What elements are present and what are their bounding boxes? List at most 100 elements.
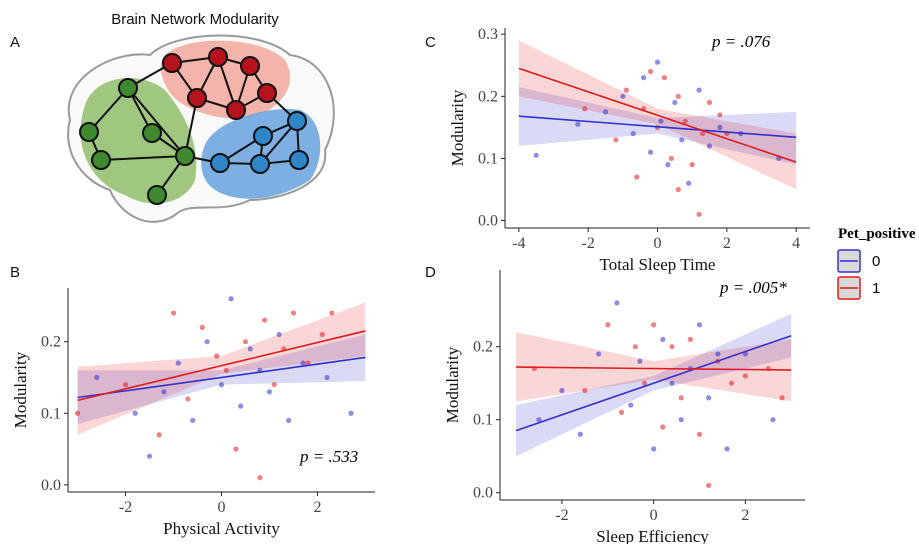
x-axis-label: Physical Activity [163, 519, 280, 538]
y-tick-label: 0.1 [473, 412, 493, 429]
point [170, 310, 177, 316]
point [577, 431, 583, 437]
point [686, 180, 692, 186]
point [305, 360, 311, 366]
point [706, 143, 713, 149]
panel-label: B [10, 264, 20, 281]
y-axis-label: Modularity [443, 346, 462, 423]
point [717, 112, 723, 118]
point [647, 68, 654, 75]
x-tick-label: -4 [512, 235, 525, 252]
diagram-title: Brain Network Modularity [111, 11, 279, 28]
point [660, 424, 666, 430]
legend-label: 0 [872, 253, 880, 270]
point [146, 453, 153, 459]
point [223, 367, 229, 373]
x-tick-label: 0 [654, 235, 662, 252]
x-tick-label: 2 [741, 507, 749, 524]
annotation: p = .076 [711, 32, 771, 51]
point [247, 346, 253, 352]
y-tick-label: 0.1 [41, 405, 61, 422]
panel-label: D [425, 264, 436, 281]
fit-line [77, 356, 366, 399]
x-tick-label: -2 [555, 507, 568, 524]
point [634, 174, 640, 180]
point [74, 410, 81, 416]
nodes [79, 47, 309, 205]
point [706, 395, 712, 401]
point [286, 417, 292, 424]
x-tick-label: -2 [582, 235, 595, 252]
y-tick-label: 0.0 [41, 477, 61, 494]
point [214, 353, 220, 359]
point [724, 446, 730, 452]
point [218, 382, 225, 388]
y-tick-label: 0.2 [478, 88, 498, 105]
panel-label: A [10, 34, 20, 51]
point [204, 339, 210, 345]
point [582, 106, 588, 112]
x-tick-label: 2 [723, 235, 731, 252]
point [620, 93, 626, 99]
fit-line [518, 115, 797, 139]
point [632, 344, 638, 350]
x-axis-label: Sleep Efficiency [596, 527, 709, 544]
point [729, 380, 735, 386]
point [689, 162, 695, 168]
point [276, 331, 282, 338]
point [675, 186, 681, 193]
point [668, 155, 674, 162]
point [582, 387, 588, 394]
fit-line [77, 330, 366, 402]
point [156, 432, 162, 438]
point [628, 402, 634, 408]
y-axis-label: Modularity [448, 89, 467, 166]
point [238, 403, 244, 409]
point [257, 475, 263, 481]
y-tick-label: 0.1 [478, 150, 498, 167]
point [185, 396, 191, 402]
point [779, 395, 785, 401]
legend-title: Pet_positive [838, 226, 916, 242]
point [319, 331, 325, 338]
point [618, 409, 625, 415]
point [658, 118, 664, 124]
annotation: p = .533 [299, 447, 358, 466]
point [682, 118, 688, 124]
point [324, 374, 330, 381]
point [715, 351, 721, 357]
confidence-band [516, 313, 792, 457]
point [637, 358, 643, 364]
point [559, 387, 565, 394]
point [614, 300, 620, 306]
point [228, 296, 234, 302]
confidence-band [77, 334, 366, 424]
point [300, 360, 306, 366]
point [654, 59, 661, 65]
point [687, 336, 693, 342]
point [533, 152, 539, 158]
point [672, 99, 678, 106]
point [651, 322, 657, 328]
point [94, 374, 100, 381]
point [770, 417, 776, 423]
fit-line [518, 67, 797, 163]
point [641, 380, 648, 386]
point [678, 395, 684, 401]
x-tick-label: 0 [218, 499, 226, 516]
y-tick-label: 0.3 [478, 26, 498, 43]
point [661, 75, 668, 81]
point [641, 75, 647, 81]
point [161, 389, 167, 395]
y-tick-label: 0.0 [478, 213, 498, 230]
x-axis-label: Total Sleep Time [600, 255, 716, 274]
x-tick-label: 4 [792, 235, 800, 252]
point [696, 431, 703, 437]
point [266, 389, 273, 395]
point [623, 87, 629, 93]
point [669, 344, 675, 350]
annotation: p = .005* [719, 278, 787, 297]
legend-label: 1 [872, 280, 880, 297]
point [132, 410, 138, 416]
fit-line [516, 366, 792, 371]
